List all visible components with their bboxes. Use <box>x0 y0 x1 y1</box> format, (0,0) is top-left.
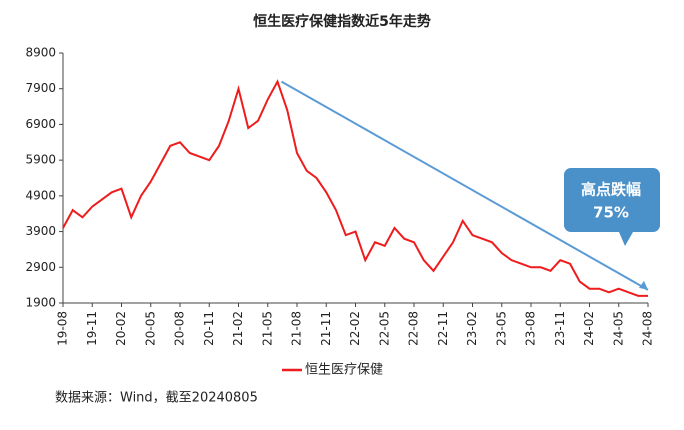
x-tick-label: 21-11 <box>319 311 333 346</box>
x-tick-label: 24-02 <box>582 311 596 346</box>
callout-box <box>564 168 660 246</box>
x-tick-label: 22-02 <box>348 311 362 346</box>
x-tick-label: 22-05 <box>377 311 391 346</box>
x-tick-label: 20-05 <box>143 311 157 346</box>
y-tick-label: 8900 <box>25 46 56 60</box>
y-tick-label: 7900 <box>25 81 56 95</box>
x-tick-label: 21-05 <box>260 311 274 346</box>
y-tick-label: 3900 <box>25 224 56 238</box>
series-line <box>62 79 648 297</box>
x-tick-label: 20-11 <box>202 311 216 346</box>
callout-text: 75% <box>593 204 629 222</box>
y-tick-label: 4900 <box>25 188 56 202</box>
x-tick-label: 23-02 <box>465 311 479 346</box>
x-tick-label: 22-08 <box>407 311 421 346</box>
x-tick-label: 20-08 <box>173 311 187 346</box>
x-tick-label: 23-05 <box>494 311 508 346</box>
chart-title: 恒生医疗保健指数近5年走势 <box>253 13 431 30</box>
x-tick-label: 24-05 <box>611 311 625 346</box>
y-tick-label: 5900 <box>25 153 56 167</box>
x-tick-label: 19-11 <box>85 311 99 346</box>
x-tick-label: 23-11 <box>553 311 567 346</box>
x-tick-label: 21-08 <box>290 311 304 346</box>
x-tick-label: 20-02 <box>114 311 128 346</box>
legend-label: 恒生医疗保健 <box>305 363 383 378</box>
trend-arrow <box>639 280 648 290</box>
y-tick-label: 2900 <box>25 260 56 274</box>
x-tick-label: 22-11 <box>436 311 450 346</box>
y-tick-label: 6900 <box>25 117 56 131</box>
x-tick-label: 23-08 <box>524 311 538 346</box>
trend-line <box>281 80 649 291</box>
source-note: 数据来源：Wind，截至20240805 <box>55 391 258 406</box>
x-tick-label: 21-02 <box>231 311 245 346</box>
x-tick-label: 19-08 <box>56 311 70 346</box>
y-tick-label: 1900 <box>25 296 56 310</box>
callout-text: 高点跌幅 <box>581 181 641 199</box>
x-tick-label: 24-08 <box>641 311 655 346</box>
